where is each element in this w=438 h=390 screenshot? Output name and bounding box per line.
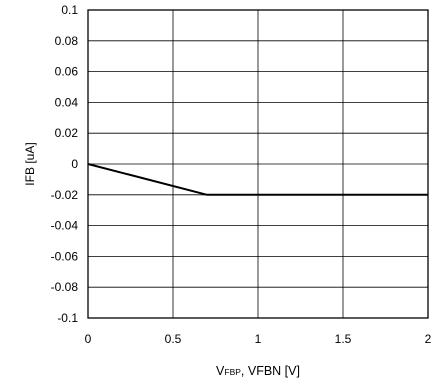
y-tick-label: -0.1 — [57, 311, 78, 325]
y-tick-label: 0.02 — [55, 126, 79, 140]
x-tick-label: 0 — [85, 332, 92, 346]
y-tick-label: -0.08 — [51, 280, 79, 294]
y-tick-label: 0.08 — [55, 34, 79, 48]
x-tick-label: 1.5 — [335, 332, 352, 346]
series-layer — [87, 163, 428, 196]
x-tick-label: 1 — [255, 332, 262, 346]
x-tick-labels: 0 0.5 1 1.5 2 — [85, 332, 432, 346]
ifb-series-line — [87, 163, 428, 196]
y-tick-label: 0 — [71, 157, 78, 171]
y-axis-title: IFB [uA] — [23, 142, 37, 185]
y-tick-label: 0.1 — [61, 3, 78, 17]
y-tick-labels: 0.1 0.08 0.06 0.04 0.02 0 -0.02 -0.04 -0.06 -0.08… — [51, 3, 79, 325]
plot-frame — [87, 9, 429, 319]
y-tick-label: 0.04 — [55, 95, 79, 109]
y-tick-label: 0.06 — [55, 65, 79, 79]
x-tick-label: 2 — [425, 332, 432, 346]
y-tick-label: -0.06 — [51, 249, 79, 263]
x-axis-title: VFBP, VFBN [V] — [216, 364, 300, 378]
x-axis-title-main: V — [216, 364, 225, 378]
grid-lines — [88, 10, 428, 318]
y-tick-label: -0.02 — [51, 188, 79, 202]
x-axis-title-subscript: FBP — [224, 367, 241, 377]
x-axis-title-rest: , VFBN [V] — [241, 364, 300, 378]
y-tick-label: -0.04 — [51, 219, 79, 233]
x-tick-label: 0.5 — [165, 332, 182, 346]
